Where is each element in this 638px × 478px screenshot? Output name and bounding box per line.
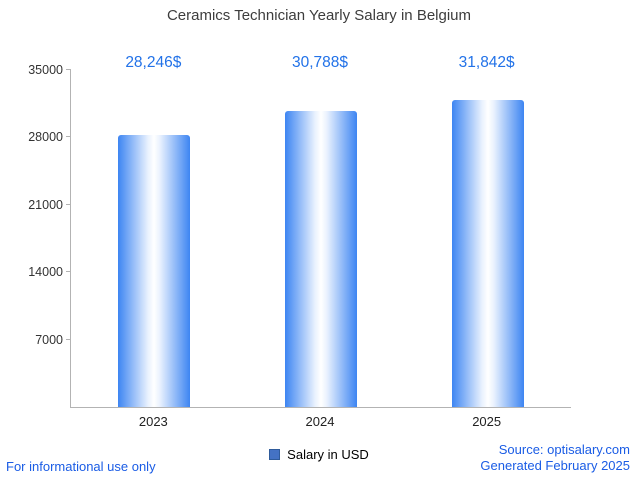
bar-value-label-2025: 31,842$ — [458, 54, 515, 71]
y-axis-tick-mark — [66, 203, 71, 205]
y-axis-tick-label: 28000 — [28, 130, 63, 145]
y-axis-tick-label: 35000 — [28, 63, 63, 77]
legend-marker-icon — [269, 449, 281, 460]
footer-disclaimer: For informational use only — [6, 459, 156, 474]
y-axis-tick-label: 21000 — [28, 197, 63, 212]
y-axis-tick-mark — [66, 136, 71, 138]
footer-source-block: Source: optisalary.com Generated Februar… — [480, 442, 630, 474]
plot-area: 7000 14000 21000 28000 35000 — [28, 63, 571, 408]
footer-source: Source: optisalary.com — [498, 442, 630, 457]
bar-2025 — [451, 100, 524, 407]
bar-2023 — [118, 135, 191, 407]
y-axis-tick-label: 7000 — [35, 332, 63, 347]
y-axis-tick-label: 14000 — [28, 265, 63, 280]
legend-label: Salary in USD — [287, 447, 369, 462]
bar-2024 — [285, 110, 357, 407]
bar-value-labels: 28,246$ 30,788$ 31,842$ — [70, 54, 570, 74]
x-axis-label-2023: 2023 — [138, 414, 168, 429]
y-axis-tick-mark — [66, 69, 71, 70]
legend: Salary in USD — [0, 447, 638, 462]
x-axis-labels: 2023 2024 2025 — [70, 414, 570, 432]
x-axis-label-2025: 2025 — [472, 414, 502, 429]
footer-generated: Generated February 2025 — [480, 458, 630, 473]
y-axis-tick-mark — [66, 271, 71, 273]
bar-value-label-2024: 30,788$ — [291, 54, 349, 71]
bar-value-label-2023: 28,246$ — [125, 54, 182, 71]
x-axis-label-2024: 2024 — [305, 414, 335, 429]
y-axis-tick-mark — [66, 338, 71, 340]
chart-title: Ceramics Technician Yearly Salary in Bel… — [166, 7, 472, 24]
